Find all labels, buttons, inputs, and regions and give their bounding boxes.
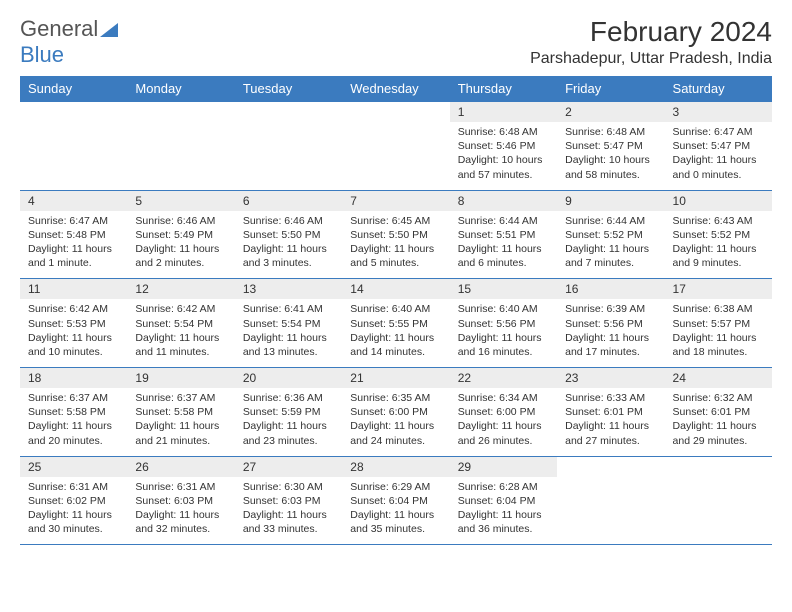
day-number-cell: 13 xyxy=(235,279,342,300)
day-number-cell: 22 xyxy=(450,368,557,389)
day-detail-cell: Sunrise: 6:47 AMSunset: 5:47 PMDaylight:… xyxy=(665,122,772,190)
calendar-table: SundayMondayTuesdayWednesdayThursdayFrid… xyxy=(20,76,772,545)
month-title: February 2024 xyxy=(530,16,772,48)
day-number-cell: 20 xyxy=(235,368,342,389)
day-detail-cell: Sunrise: 6:48 AMSunset: 5:47 PMDaylight:… xyxy=(557,122,664,190)
day-number-cell: 29 xyxy=(450,456,557,477)
day-detail-cell: Sunrise: 6:37 AMSunset: 5:58 PMDaylight:… xyxy=(127,388,234,456)
daynum-row: 45678910 xyxy=(20,190,772,211)
daynum-row: 123 xyxy=(20,102,772,123)
day-detail-cell: Sunrise: 6:40 AMSunset: 5:56 PMDaylight:… xyxy=(450,299,557,367)
day-detail-cell: Sunrise: 6:29 AMSunset: 6:04 PMDaylight:… xyxy=(342,477,449,545)
logo-text-1: General xyxy=(20,16,98,42)
day-detail-cell: Sunrise: 6:45 AMSunset: 5:50 PMDaylight:… xyxy=(342,211,449,279)
day-detail-cell xyxy=(20,122,127,190)
day-detail-cell: Sunrise: 6:39 AMSunset: 5:56 PMDaylight:… xyxy=(557,299,664,367)
day-number-cell: 4 xyxy=(20,190,127,211)
day-number-cell: 3 xyxy=(665,102,772,123)
day-detail-cell: Sunrise: 6:28 AMSunset: 6:04 PMDaylight:… xyxy=(450,477,557,545)
day-number-cell: 7 xyxy=(342,190,449,211)
day-detail-cell: Sunrise: 6:31 AMSunset: 6:03 PMDaylight:… xyxy=(127,477,234,545)
day-number-cell xyxy=(665,456,772,477)
day-number-cell: 6 xyxy=(235,190,342,211)
day-detail-cell: Sunrise: 6:42 AMSunset: 5:54 PMDaylight:… xyxy=(127,299,234,367)
logo-text-2: Blue xyxy=(20,42,64,67)
day-header: Friday xyxy=(557,76,664,102)
day-number-cell: 28 xyxy=(342,456,449,477)
day-number-cell xyxy=(235,102,342,123)
day-number-cell: 24 xyxy=(665,368,772,389)
day-number-cell: 12 xyxy=(127,279,234,300)
day-number-cell xyxy=(127,102,234,123)
day-header: Tuesday xyxy=(235,76,342,102)
logo-sub: Blue xyxy=(20,42,64,68)
day-detail-cell: Sunrise: 6:46 AMSunset: 5:49 PMDaylight:… xyxy=(127,211,234,279)
day-detail-cell: Sunrise: 6:35 AMSunset: 6:00 PMDaylight:… xyxy=(342,388,449,456)
day-number-cell: 19 xyxy=(127,368,234,389)
day-number-cell xyxy=(20,102,127,123)
day-detail-cell: Sunrise: 6:47 AMSunset: 5:48 PMDaylight:… xyxy=(20,211,127,279)
day-number-cell: 23 xyxy=(557,368,664,389)
day-number-cell xyxy=(557,456,664,477)
daynum-row: 2526272829 xyxy=(20,456,772,477)
day-number-cell: 1 xyxy=(450,102,557,123)
day-number-cell: 11 xyxy=(20,279,127,300)
logo-triangle-icon xyxy=(100,21,118,37)
day-detail-cell xyxy=(557,477,664,545)
day-detail-cell: Sunrise: 6:43 AMSunset: 5:52 PMDaylight:… xyxy=(665,211,772,279)
day-number-cell: 9 xyxy=(557,190,664,211)
title-block: February 2024 Parshadepur, Uttar Pradesh… xyxy=(530,16,772,68)
day-detail-cell: Sunrise: 6:30 AMSunset: 6:03 PMDaylight:… xyxy=(235,477,342,545)
day-number-cell: 21 xyxy=(342,368,449,389)
day-number-cell xyxy=(342,102,449,123)
day-detail-cell: Sunrise: 6:41 AMSunset: 5:54 PMDaylight:… xyxy=(235,299,342,367)
day-detail-cell: Sunrise: 6:46 AMSunset: 5:50 PMDaylight:… xyxy=(235,211,342,279)
day-header-row: SundayMondayTuesdayWednesdayThursdayFrid… xyxy=(20,76,772,102)
day-header: Saturday xyxy=(665,76,772,102)
day-detail-cell xyxy=(342,122,449,190)
day-detail-cell: Sunrise: 6:44 AMSunset: 5:51 PMDaylight:… xyxy=(450,211,557,279)
day-header: Sunday xyxy=(20,76,127,102)
day-number-cell: 26 xyxy=(127,456,234,477)
daynum-row: 11121314151617 xyxy=(20,279,772,300)
day-number-cell: 2 xyxy=(557,102,664,123)
day-header: Wednesday xyxy=(342,76,449,102)
day-detail-cell xyxy=(235,122,342,190)
day-detail-cell: Sunrise: 6:36 AMSunset: 5:59 PMDaylight:… xyxy=(235,388,342,456)
day-number-cell: 18 xyxy=(20,368,127,389)
location-text: Parshadepur, Uttar Pradesh, India xyxy=(530,50,772,68)
day-detail-cell xyxy=(665,477,772,545)
header: General February 2024 Parshadepur, Uttar… xyxy=(20,16,772,68)
day-number-cell: 5 xyxy=(127,190,234,211)
day-number-cell: 14 xyxy=(342,279,449,300)
day-header: Monday xyxy=(127,76,234,102)
day-number-cell: 16 xyxy=(557,279,664,300)
day-detail-cell: Sunrise: 6:32 AMSunset: 6:01 PMDaylight:… xyxy=(665,388,772,456)
day-detail-cell xyxy=(127,122,234,190)
day-number-cell: 25 xyxy=(20,456,127,477)
day-number-cell: 10 xyxy=(665,190,772,211)
detail-row: Sunrise: 6:31 AMSunset: 6:02 PMDaylight:… xyxy=(20,477,772,545)
day-header: Thursday xyxy=(450,76,557,102)
detail-row: Sunrise: 6:42 AMSunset: 5:53 PMDaylight:… xyxy=(20,299,772,367)
day-detail-cell: Sunrise: 6:34 AMSunset: 6:00 PMDaylight:… xyxy=(450,388,557,456)
day-number-cell: 15 xyxy=(450,279,557,300)
detail-row: Sunrise: 6:47 AMSunset: 5:48 PMDaylight:… xyxy=(20,211,772,279)
day-detail-cell: Sunrise: 6:48 AMSunset: 5:46 PMDaylight:… xyxy=(450,122,557,190)
logo: General xyxy=(20,16,120,42)
day-number-cell: 17 xyxy=(665,279,772,300)
daynum-row: 18192021222324 xyxy=(20,368,772,389)
day-detail-cell: Sunrise: 6:38 AMSunset: 5:57 PMDaylight:… xyxy=(665,299,772,367)
detail-row: Sunrise: 6:37 AMSunset: 5:58 PMDaylight:… xyxy=(20,388,772,456)
day-detail-cell: Sunrise: 6:40 AMSunset: 5:55 PMDaylight:… xyxy=(342,299,449,367)
day-detail-cell: Sunrise: 6:33 AMSunset: 6:01 PMDaylight:… xyxy=(557,388,664,456)
day-detail-cell: Sunrise: 6:44 AMSunset: 5:52 PMDaylight:… xyxy=(557,211,664,279)
detail-row: Sunrise: 6:48 AMSunset: 5:46 PMDaylight:… xyxy=(20,122,772,190)
day-detail-cell: Sunrise: 6:31 AMSunset: 6:02 PMDaylight:… xyxy=(20,477,127,545)
day-detail-cell: Sunrise: 6:42 AMSunset: 5:53 PMDaylight:… xyxy=(20,299,127,367)
day-number-cell: 27 xyxy=(235,456,342,477)
day-detail-cell: Sunrise: 6:37 AMSunset: 5:58 PMDaylight:… xyxy=(20,388,127,456)
day-number-cell: 8 xyxy=(450,190,557,211)
